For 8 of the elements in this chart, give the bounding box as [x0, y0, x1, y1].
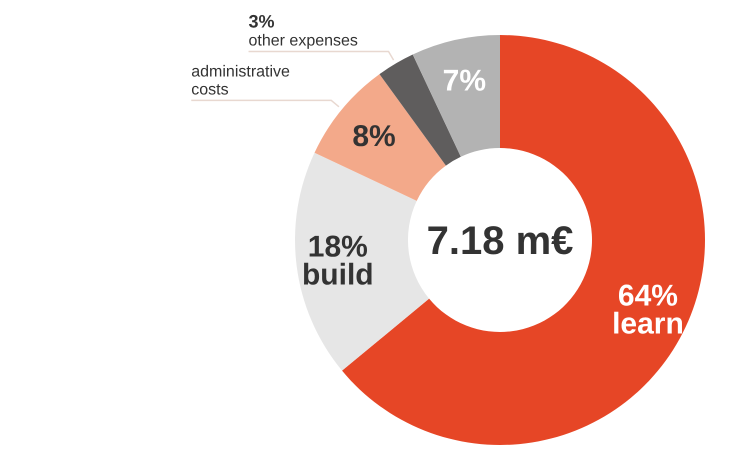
donut-slice — [295, 152, 430, 371]
donut-slice — [412, 35, 500, 157]
data-label: 8% — [352, 120, 396, 153]
text: 7.18 m€ — [426, 219, 574, 263]
data-label: 3% — [248, 11, 275, 32]
slice-label: other expenses — [248, 32, 358, 50]
slice-label: administrative costs — [191, 63, 290, 98]
data-label: 7% — [442, 64, 486, 98]
